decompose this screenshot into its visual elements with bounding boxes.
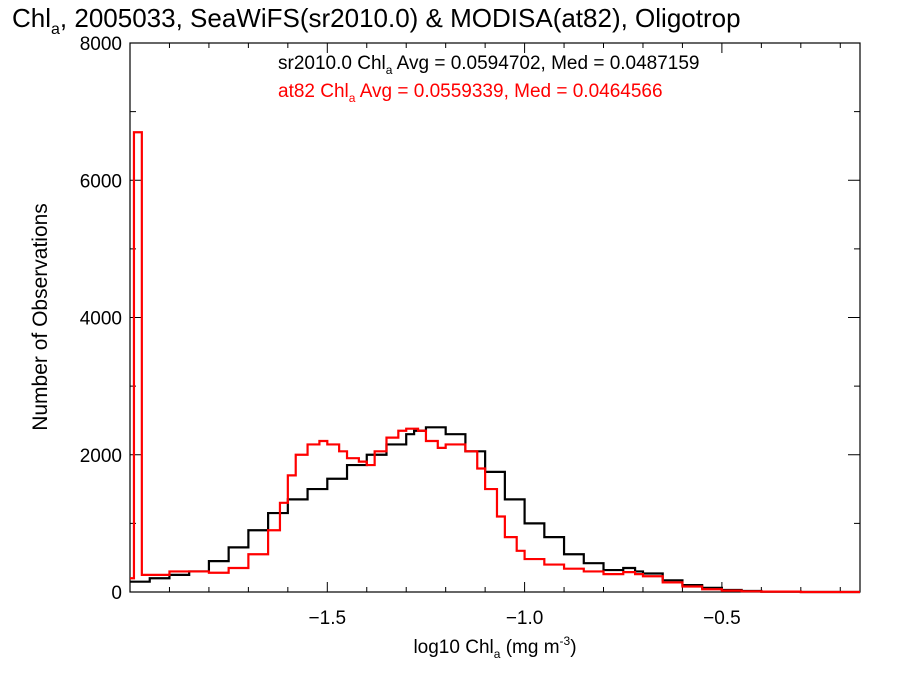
y-axis-ticks: 0 2000 4000 6000 8000 <box>80 34 860 604</box>
x-axis-label-main: log10 Chl <box>413 637 493 658</box>
chart-title: Chla, 2005033, SeaWiFS(sr2010.0) & MODIS… <box>12 3 741 38</box>
y-tick-label: 8000 <box>80 34 122 55</box>
chart-title-main: Chl <box>12 3 51 33</box>
y-tick-label: 4000 <box>80 309 122 330</box>
x-axis-label-close: ) <box>570 637 576 658</box>
chart-title-rest: , 2005033, SeaWiFS(sr2010.0) & MODISA(at… <box>60 3 741 33</box>
x-axis-label-superscript: -3 <box>560 634 571 648</box>
y-tick-label: 2000 <box>80 446 122 467</box>
series-line-1 <box>130 131 860 594</box>
legend-entry-sr2010-suffix: Avg = 0.0594702, Med = 0.0487159 <box>392 53 699 74</box>
y-tick-label: 6000 <box>80 171 122 192</box>
x-axis-label-subscript: a <box>494 647 501 661</box>
legend-entry-at82: at82 Chla Avg = 0.0559339, Med = 0.04645… <box>278 81 663 105</box>
y-axis-label: Number of Observations <box>29 203 52 431</box>
legend-entry-sr2010-prefix: sr2010.0 Chl <box>278 53 386 74</box>
legend-entry-at82-suffix: Avg = 0.0559339, Med = 0.0464566 <box>355 81 662 102</box>
legend-entry-at82-prefix: at82 Chl <box>278 81 349 102</box>
legend-entry-at82-subscript: a <box>349 91 356 105</box>
legend-entry-sr2010-subscript: a <box>386 63 393 77</box>
x-axis-label-rest: (mg m <box>500 637 559 658</box>
y-tick-label: 0 <box>111 583 122 604</box>
chart-title-subscript: a <box>51 21 60 38</box>
x-axis-ticks: −1.5 −1.0 −0.5 <box>168 43 841 629</box>
series-layer <box>130 131 860 594</box>
x-axis-label: log10 Chla (mg m-3) <box>413 634 576 661</box>
plot-frame <box>129 42 861 593</box>
x-tick-label: −1.5 <box>309 608 347 629</box>
legend: sr2010.0 Chla Avg = 0.0594702, Med = 0.0… <box>278 53 700 105</box>
x-tick-label: −1.0 <box>506 608 544 629</box>
legend-entry-sr2010: sr2010.0 Chla Avg = 0.0594702, Med = 0.0… <box>278 53 700 77</box>
x-tick-label: −0.5 <box>703 608 741 629</box>
